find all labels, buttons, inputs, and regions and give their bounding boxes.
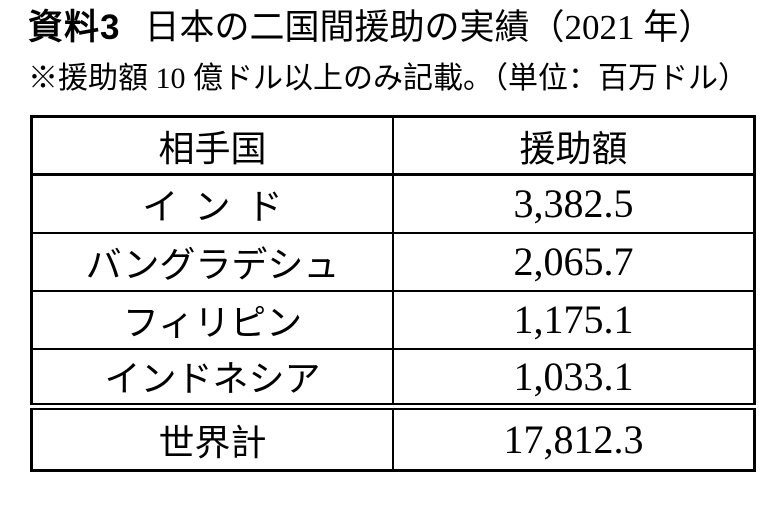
amount-cell: 1,175.1 bbox=[392, 289, 756, 350]
header-country: 相手国 bbox=[30, 115, 394, 176]
country-cell: フィリピン bbox=[30, 289, 394, 350]
country-cell: バングラデシュ bbox=[30, 231, 394, 292]
figure-title-text: 日本の二国間援助の実績（2021 年） bbox=[144, 8, 714, 47]
total-amount-cell: 17,812.3 bbox=[392, 403, 756, 472]
figure-note: ※援助額 10 億ドル以上のみ記載。（単位：百万ドル） bbox=[28, 62, 748, 95]
header-amount: 援助額 bbox=[392, 115, 756, 176]
figure-label: 資料3 bbox=[28, 8, 121, 47]
total-label-cell: 世界計 bbox=[30, 403, 394, 472]
amount-cell: 3,382.5 bbox=[392, 173, 756, 234]
country-cell: インド bbox=[30, 173, 394, 234]
total-row: 世界計 17,812.3 bbox=[30, 403, 756, 472]
table-row: インドネシア 1,033.1 bbox=[30, 347, 756, 408]
amount-cell: 2,065.7 bbox=[392, 231, 756, 292]
table-row: フィリピン 1,175.1 bbox=[30, 289, 756, 350]
table-row: インド 3,382.5 bbox=[30, 173, 756, 234]
table-row: バングラデシュ 2,065.7 bbox=[30, 231, 756, 292]
table-header-row: 相手国 援助額 bbox=[30, 115, 756, 176]
amount-cell: 1,033.1 bbox=[392, 347, 756, 408]
country-cell: インドネシア bbox=[30, 347, 394, 408]
aid-table: 相手国 援助額 インド 3,382.5 バングラデシュ 2,065.7 フィリピ… bbox=[30, 115, 756, 472]
figure-title: 資料3 日本の二国間援助の実績（2021 年） bbox=[28, 6, 774, 50]
